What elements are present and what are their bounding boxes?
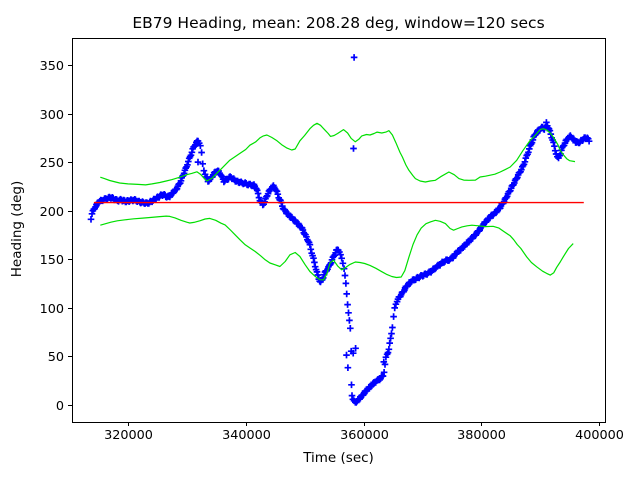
y-tick-label: 100 (40, 302, 64, 317)
x-axis-label: Time (sec) (303, 450, 374, 466)
y-tick-label: 0 (56, 399, 64, 414)
x-tick-label: 380000 (457, 428, 506, 443)
x-tick-label: 360000 (340, 428, 389, 443)
x-tick-label: 320000 (104, 428, 153, 443)
lower-envelope-line (100, 215, 574, 281)
heading-outlier-markers (194, 54, 550, 371)
y-tick-label: 150 (40, 253, 64, 268)
y-tick-label: 250 (40, 156, 64, 171)
y-tick-label: 50 (48, 350, 64, 365)
upper-envelope-line (100, 122, 576, 186)
x-tick-label: 400000 (575, 428, 624, 443)
x-axis-ticks: 320000 340000 360000 380000 400000 (104, 422, 624, 443)
chart-title: EB79 Heading, mean: 208.28 deg, window=1… (132, 14, 545, 32)
y-tick-label: 200 (40, 205, 64, 220)
y-tick-label: 300 (40, 108, 64, 123)
heading-scatter (87, 122, 593, 406)
y-axis-ticks: 0 50 100 150 200 250 300 350 (40, 59, 72, 414)
y-tick-label: 350 (40, 59, 64, 74)
axes-box (72, 38, 606, 423)
x-tick-label: 340000 (222, 428, 271, 443)
